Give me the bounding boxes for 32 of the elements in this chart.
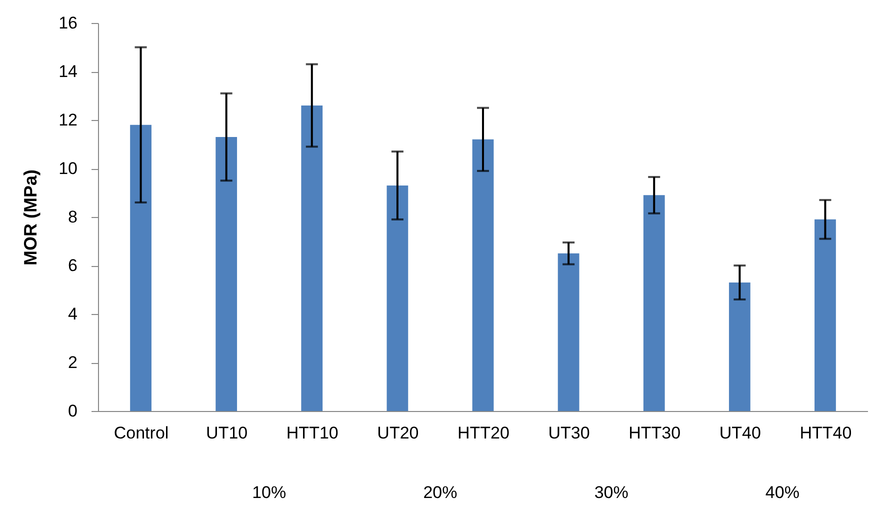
bar [558,253,580,411]
y-tick-label: 16 [58,14,78,32]
text: 30% [594,483,628,502]
bar [386,185,408,411]
y-axis-title: MOR (MPa) [20,170,41,266]
bar [643,195,665,411]
bar [472,139,494,411]
x-tick-label: UT20 [377,424,419,442]
x-tick-label: HTT10 [286,424,338,442]
x-tick-label: Control [114,424,169,442]
bar [130,124,152,411]
y-tick-label: 14 [58,62,78,81]
bar [216,136,238,411]
y-tick-label: 8 [68,208,78,226]
y-tick-label: 4 [68,304,78,324]
text: 10% [252,483,286,502]
bar [301,105,323,411]
bar [728,282,750,411]
y-tick-label: 12 [58,110,78,130]
x-tick-label: HTT40 [800,424,852,442]
y-tick-label: 10 [58,159,78,178]
x-tick-label: UT10 [206,424,248,442]
y-tick-label: 2 [68,353,78,372]
text: 40% [765,483,800,502]
x-tick-label: UT40 [719,424,761,442]
y-tick-label: 0 [68,402,78,420]
x-tick-label: HTT20 [458,424,510,442]
x-tick-label: HTT30 [628,424,681,442]
text: 20% [423,483,458,502]
x-tick-label: UT30 [548,424,590,442]
bar [814,219,836,411]
y-tick-label: 6 [68,256,78,275]
